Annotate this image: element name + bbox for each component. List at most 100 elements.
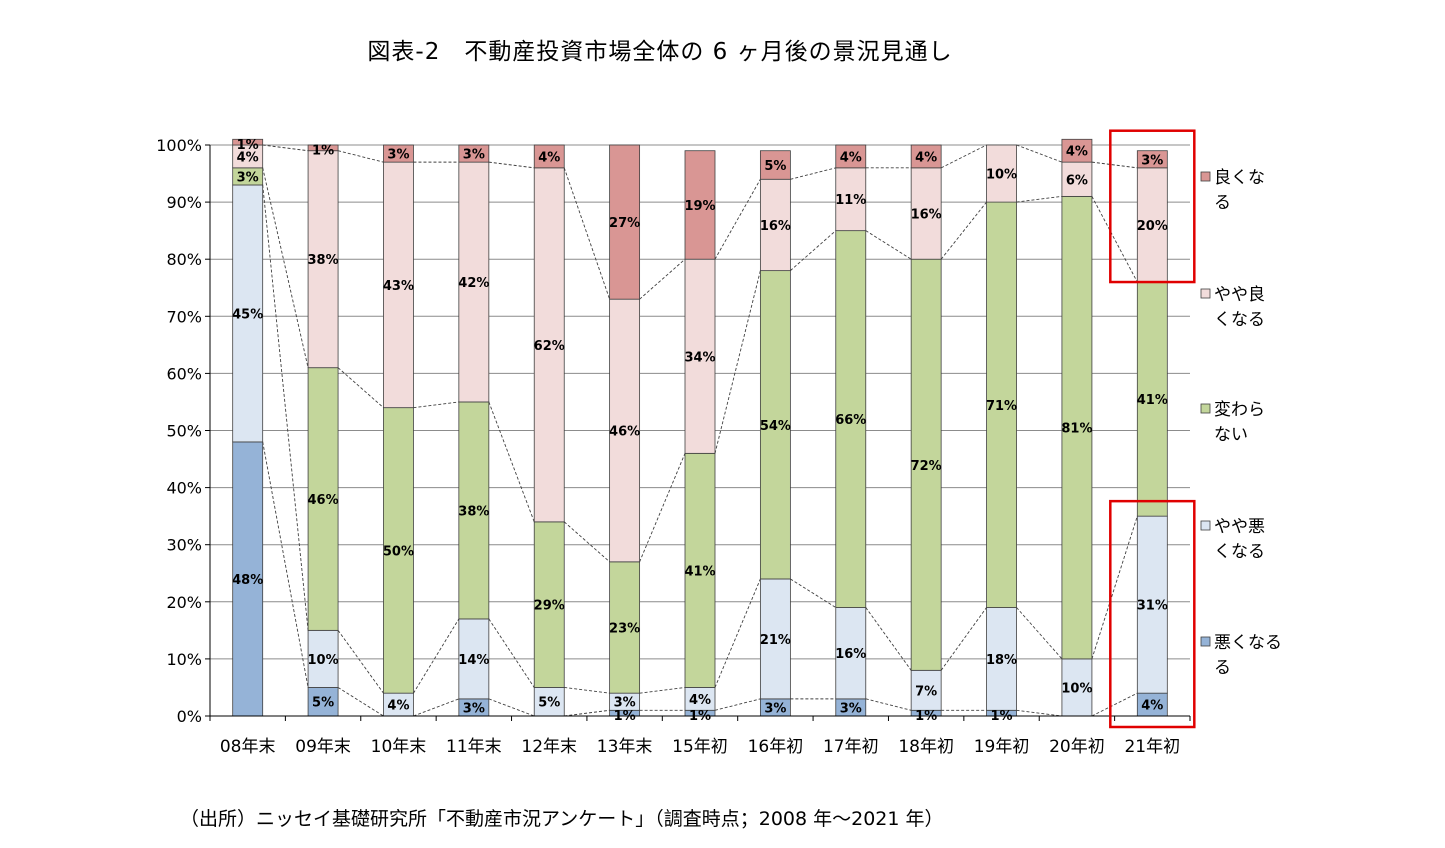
bar-segment [684,452,716,688]
legend-label: やや良 [1214,285,1265,305]
bar-segment [533,144,565,169]
bar-segment [458,161,490,403]
series-line [413,698,460,717]
x-tick-label: 18年初 [898,737,954,757]
bars [232,138,1168,717]
legend-label: 悪くなる [1214,633,1282,653]
data-label: 29% [534,599,565,614]
bar-segment [684,150,716,260]
data-label: 50% [383,544,414,559]
series-line [865,607,912,671]
data-label: 41% [684,564,715,579]
data-label: 16% [911,208,942,223]
bar-segment [986,201,1017,608]
series-line [790,230,837,271]
legend-swatch [1200,403,1211,414]
data-label: 4% [1066,145,1088,160]
data-label: 71% [986,399,1017,414]
legend-swatch [1200,636,1211,647]
y-tick-label: 60% [166,364,202,383]
bar-segment [383,161,414,409]
data-label: 21% [760,633,791,648]
bar-segment [232,184,264,443]
data-label: 18% [986,653,1017,668]
series-line [488,618,535,688]
chart-title: 図表-2 不動産投資市場全体の 6 ヶ月後の景況見通し [367,39,953,65]
data-label: 45% [232,307,263,322]
series-line [790,167,836,180]
series-line [1016,144,1063,163]
bar-segment [986,607,1017,711]
series-line [940,201,987,260]
legend-label: くなる [1214,542,1265,562]
series-line [639,258,686,300]
data-label: 3% [840,701,862,716]
data-label: 54% [760,419,791,434]
data-label: 46% [609,425,640,440]
series-line [262,441,309,688]
bar-segment [609,144,641,300]
data-label: 42% [458,276,489,291]
x-tick-label: 17年初 [823,737,879,757]
series-line [1016,709,1062,717]
y-tick-label: 80% [166,250,202,269]
data-label: 14% [458,653,489,668]
data-label: 3% [1141,153,1163,168]
bar-segment [307,144,339,152]
x-axis: 08年末 09年末 10年末 11年末 12年末 13年末 15年初 16年初 17年初 18年初… [209,715,1191,757]
y-tick-label: 100% [156,136,202,155]
bar-segment [1136,167,1168,283]
bar-segment [759,578,791,700]
data-label: 10% [1061,681,1092,696]
data-label: 38% [308,253,339,268]
legend-label: 変わら [1214,400,1265,420]
data-label: 4% [689,693,711,708]
data-label: 4% [915,150,937,165]
legend-label: やや悪 [1214,517,1265,537]
highlight-boxes [1109,129,1196,729]
x-tick-label: 13年末 [597,737,653,757]
data-label: 38% [458,504,489,519]
bar-segment [383,144,414,163]
series-line [865,230,912,260]
series-line [1091,196,1138,283]
legend-swatch [1200,520,1211,531]
data-label: 5% [538,696,560,711]
bar-segment [835,144,867,169]
bar-segment [307,367,339,631]
series-line [488,401,535,523]
series-line [714,179,761,260]
bar-segment [910,144,942,169]
series-line [1091,516,1138,660]
bar-segment [609,561,641,694]
data-labels: 48%45%3%4%1%5%10%46%38%1%4%50%43%3%3%14%… [232,138,1168,724]
y-tick-label: 0% [177,707,202,726]
bar-segment [759,150,791,180]
x-tick-label: 16年初 [748,737,804,757]
series-line [714,270,761,454]
legend-label: 良くな [1214,168,1265,188]
bar-segment [1061,161,1093,197]
data-label: 62% [534,339,565,354]
data-label: 41% [1137,393,1168,408]
data-label: 4% [387,699,409,714]
series-line [488,161,535,169]
legend-swatch [1200,171,1211,182]
data-label: 4% [1141,699,1163,714]
bar-segment [835,167,867,232]
data-label: 23% [609,621,640,636]
data-label: 16% [835,647,866,662]
bar-segment [1061,195,1093,660]
connector-lines [262,144,1138,717]
legend-label: くなる [1214,310,1265,330]
data-label: 3% [614,696,636,711]
data-label: 5% [312,696,334,711]
data-label: 3% [764,701,786,716]
series-line [1016,195,1062,203]
series-line [790,578,837,608]
data-label: 3% [387,148,409,163]
bar-segment [1136,281,1168,517]
series-line [488,698,535,717]
legend-label: ない [1214,425,1248,445]
